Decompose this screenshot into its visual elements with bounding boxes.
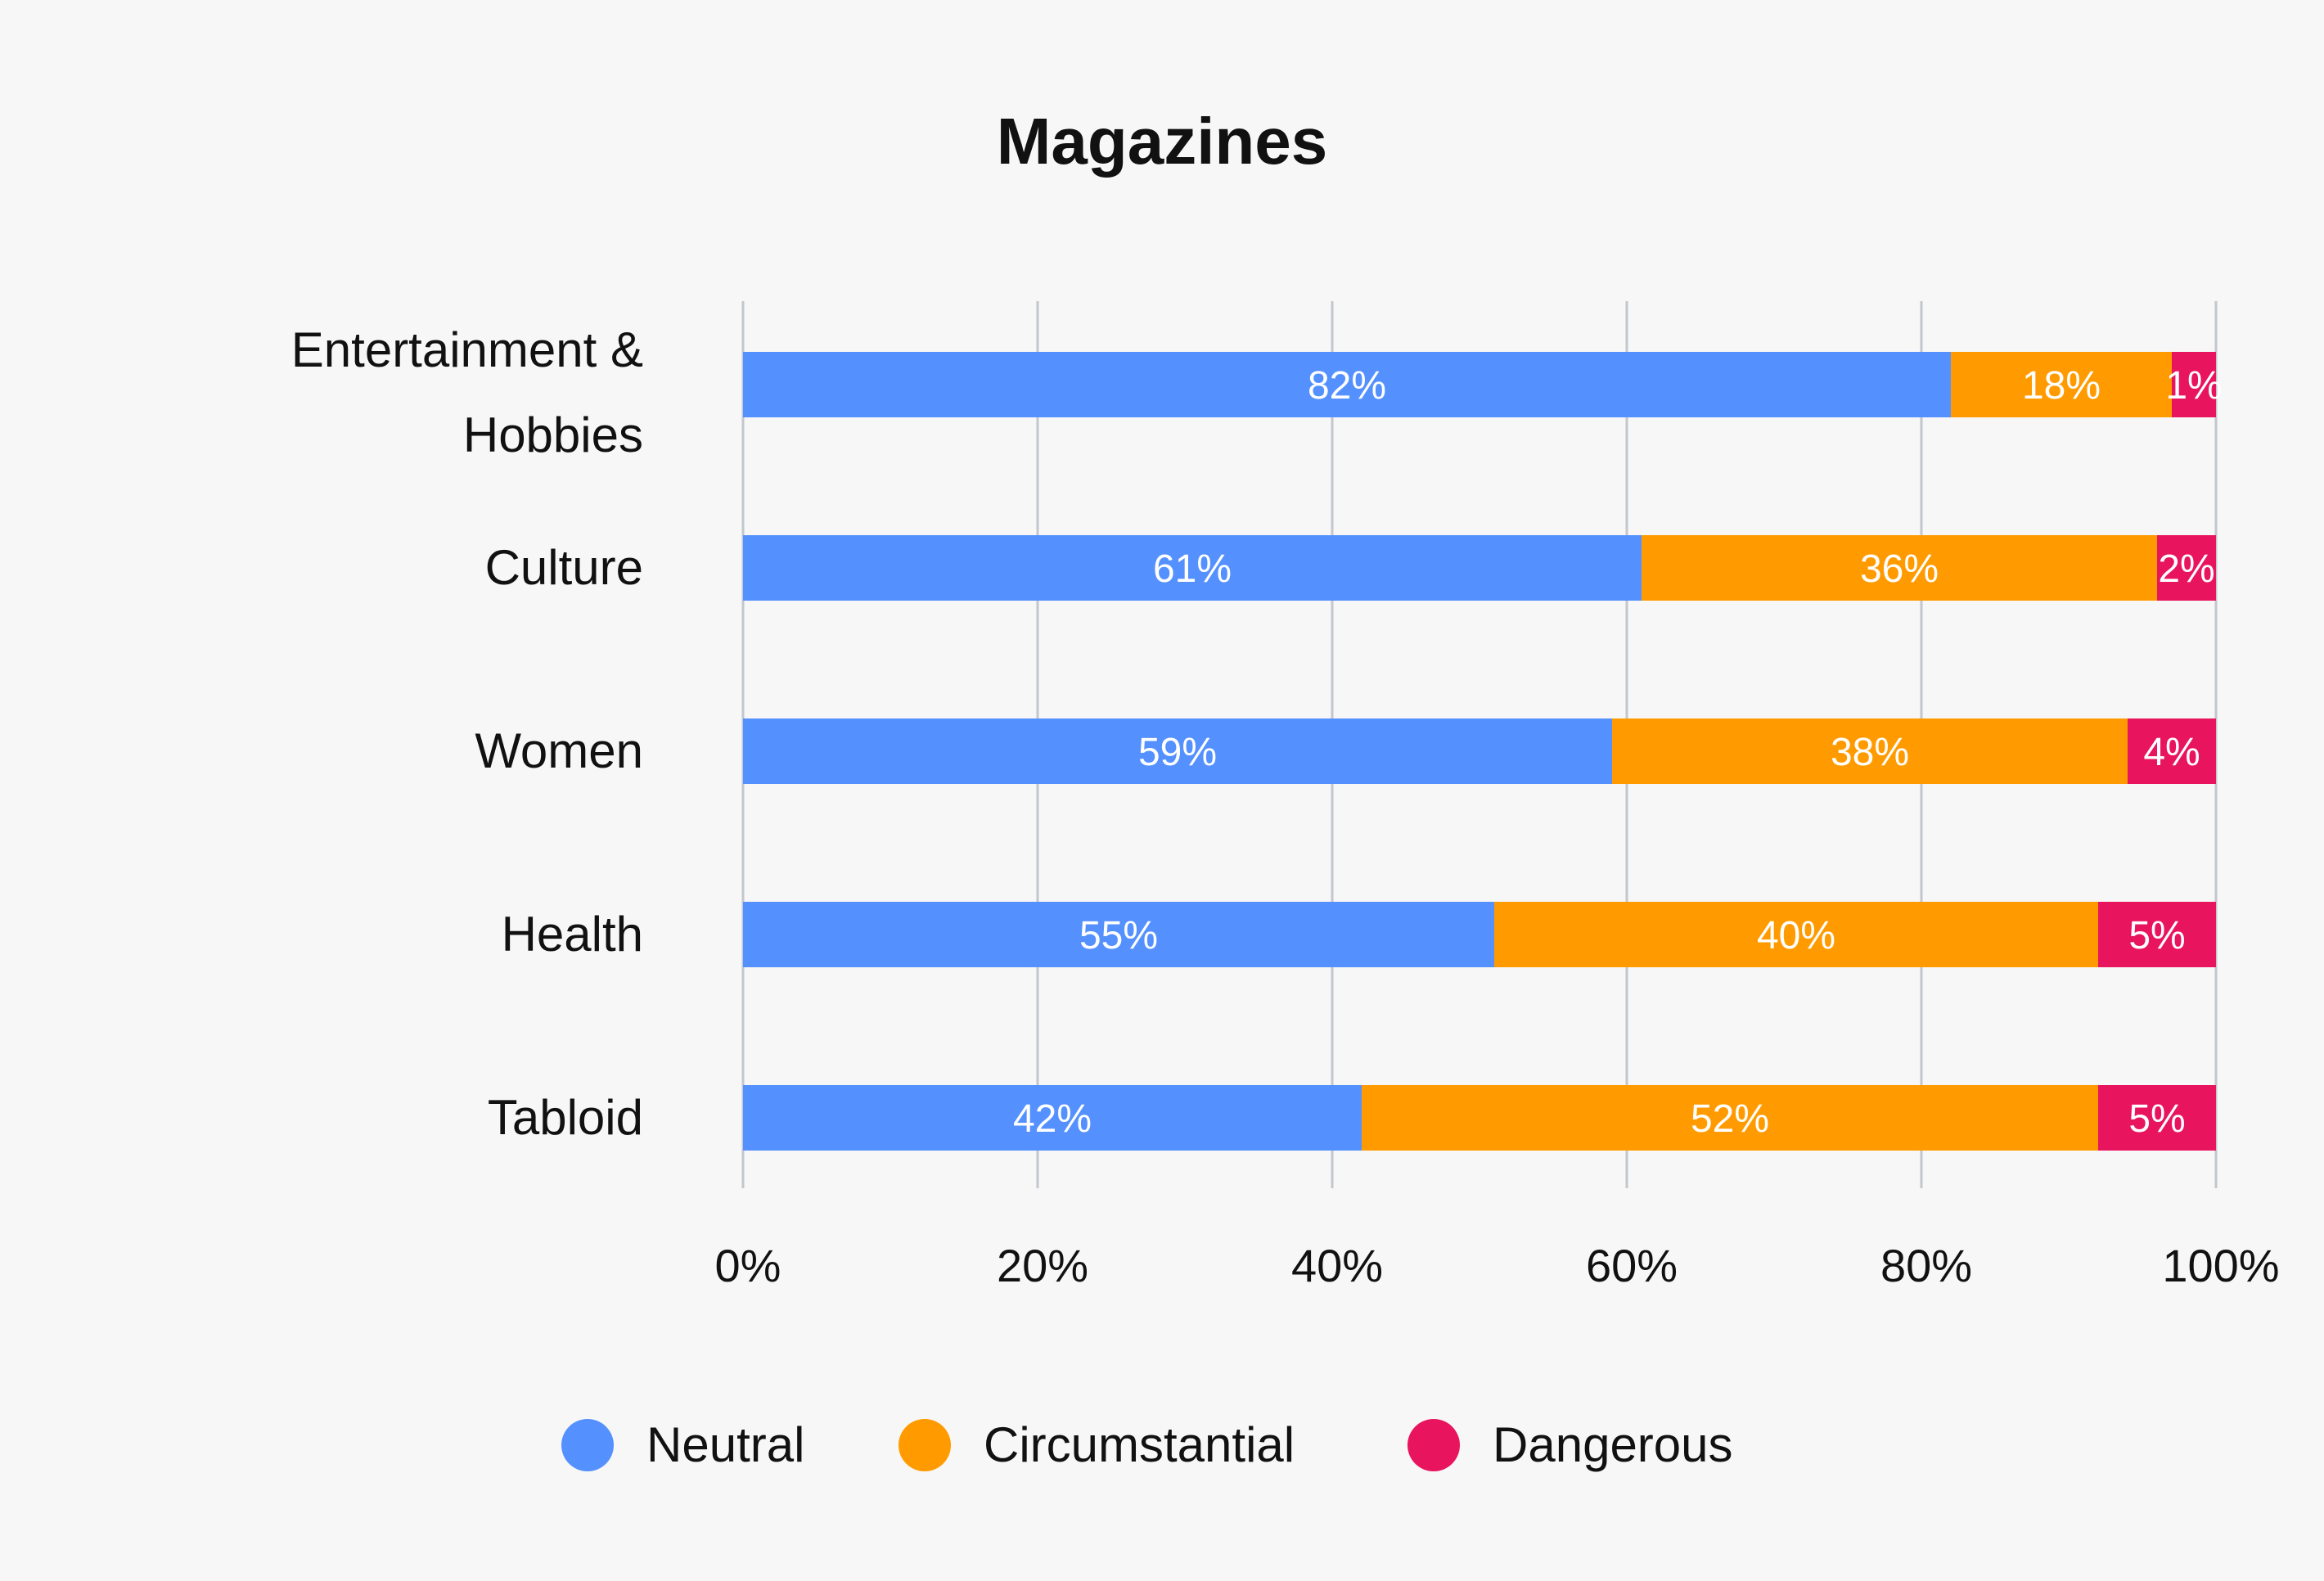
x-tick-label: 100% [2162, 1240, 2279, 1291]
legend-swatch [899, 1419, 951, 1471]
bar-segment-dangerous [2172, 352, 2216, 417]
legend-label: Neutral [646, 1417, 804, 1472]
legend-label: Circumstantial [984, 1417, 1295, 1472]
legend: Neutral Circumstantial Dangerous [561, 1417, 1733, 1472]
x-tick-label: 40% [1291, 1240, 1383, 1291]
chart-title: Magazines [997, 105, 1328, 178]
bar-segment-neutral [743, 352, 1951, 417]
x-tick-label: 20% [997, 1240, 1088, 1291]
category-label: Culture [485, 540, 643, 595]
category-label: Women [475, 723, 643, 778]
bar-segment-circumstantial [1494, 902, 2098, 967]
bar-segment-circumstantial [1362, 1085, 2098, 1151]
data-label: 5% [2128, 1097, 2185, 1141]
bar-segment-circumstantial [1951, 352, 2172, 417]
data-label: 61% [1153, 547, 1232, 591]
bar-segment-dangerous [2128, 718, 2216, 784]
bar-segment-neutral [743, 1085, 1362, 1151]
data-label: 42% [1013, 1097, 1092, 1141]
bar-segment-neutral [743, 902, 1494, 967]
data-label: 5% [2128, 914, 2185, 957]
bar-segment-dangerous [2098, 1085, 2216, 1151]
data-label: 18% [2022, 364, 2101, 408]
category-label: Tabloid [488, 1090, 643, 1145]
x-tick-label: 0% [715, 1240, 781, 1291]
data-label: 38% [1831, 731, 1909, 774]
legend-label: Dangerous [1493, 1417, 1733, 1472]
x-tick-label: 60% [1586, 1240, 1678, 1291]
bar-segment-neutral [743, 718, 1612, 784]
category-labels: Entertainment & Hobbies Culture Women Health… [291, 322, 643, 1145]
bar-segment-circumstantial [1642, 535, 2157, 601]
bars: 82% 18% 1% 61% 36% 2% 59% 38% 4% 55% 40% 5% 42% 52% 5% [743, 352, 2223, 1151]
data-label: 1% [2165, 364, 2222, 408]
data-label: 59% [1138, 731, 1217, 774]
category-label: Entertainment & [291, 322, 643, 377]
data-label: 82% [1308, 364, 1386, 408]
category-label: Hobbies [463, 408, 643, 462]
bar-segment-circumstantial [1612, 718, 2128, 784]
data-label: 55% [1079, 914, 1158, 957]
data-label: 52% [1691, 1097, 1769, 1141]
legend-swatch [1407, 1419, 1460, 1471]
bar-segment-dangerous [2098, 902, 2216, 967]
data-label: 2% [2158, 547, 2214, 591]
data-label: 4% [2143, 731, 2200, 774]
bar-segment-neutral [743, 535, 1642, 601]
data-label: 36% [1860, 547, 1939, 591]
legend-swatch [561, 1419, 614, 1471]
data-label: 40% [1757, 914, 1835, 957]
bar-segment-dangerous [2157, 535, 2216, 601]
category-label: Health [502, 907, 643, 962]
x-axis-ticks: 0% 20% 40% 60% 80% 100% [715, 1240, 2280, 1291]
x-tick-label: 80% [1880, 1240, 1972, 1291]
